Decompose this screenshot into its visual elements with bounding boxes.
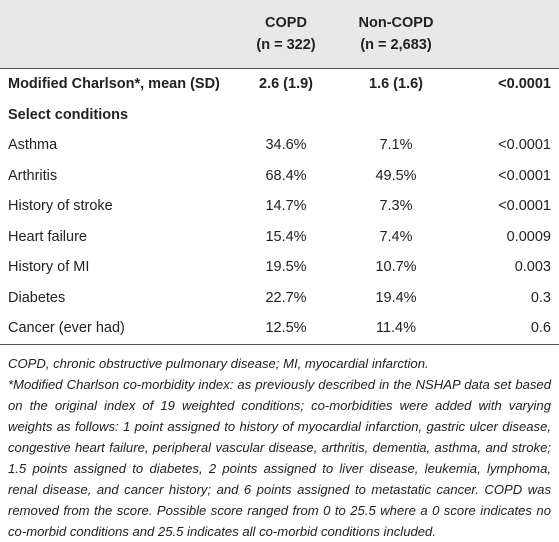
table-row: Asthma 34.6% 7.1% <0.0001 <box>0 130 559 161</box>
header-cell: Non-COPD <box>358 15 434 31</box>
table-cell: 0.6 <box>461 313 559 345</box>
table-header: COPD Non-COPD (n = 322) (n = 2,683) <box>0 0 559 69</box>
table-cell: 2.6 (1.9) <box>259 76 313 93</box>
header-cell: (n = 2,683) <box>331 34 461 69</box>
header-cell <box>0 0 241 34</box>
table-row: Arthritis 68.4% 49.5% <0.0001 <box>0 161 559 192</box>
table-cell: <0.0001 <box>498 167 551 184</box>
table-cell: Diabetes <box>8 289 66 306</box>
table-cell: 15.4% <box>265 228 307 245</box>
table-cell: 10.7% <box>375 259 417 276</box>
table-cell: 19.5% <box>265 259 307 276</box>
table-cell: Arthritis <box>8 167 58 184</box>
table-cell <box>331 100 461 131</box>
table-cell: Asthma <box>8 137 58 154</box>
table-cell: 19.4% <box>375 289 417 306</box>
table-cell: 22.7% <box>265 289 307 306</box>
table-cell: 34.6% <box>265 137 307 154</box>
table-cell: 12.5% <box>241 313 331 345</box>
header-row: (n = 322) (n = 2,683) <box>0 34 559 69</box>
table-cell: <0.0001 <box>498 76 551 93</box>
table-cell: Modified Charlson*, mean (SD) <box>8 76 220 93</box>
table-cell: Select conditions <box>8 106 129 123</box>
header-cell: (n = 322) <box>241 34 331 69</box>
table-cell: <0.0001 <box>498 137 551 154</box>
table-cell: 49.5% <box>375 167 417 184</box>
table-row: Cancer (ever had) 12.5% 11.4% 0.6 <box>0 313 559 345</box>
table-cell: 0.003 <box>514 259 551 276</box>
data-table: COPD Non-COPD (n = 322) (n = 2,683) Modifie… <box>0 0 559 345</box>
footnote: COPD, chronic obstructive pulmonary dise… <box>8 355 429 371</box>
footnote: *Modified Charlson co-morbidity index: a… <box>8 376 551 539</box>
table-cell: 68.4% <box>265 167 307 184</box>
table-row: Heart failure 15.4% 7.4% 0.0009 <box>0 222 559 253</box>
header-row: COPD Non-COPD <box>0 0 559 34</box>
table-cell: Heart failure <box>8 228 87 245</box>
table-cell: <0.0001 <box>498 198 551 215</box>
header-cell <box>0 34 241 69</box>
table-row: Modified Charlson*, mean (SD) 2.6 (1.9) 1.… <box>0 69 559 100</box>
table-row: History of stroke 14.7% 7.3% <0.0001 <box>0 191 559 222</box>
table-body: Modified Charlson*, mean (SD) 2.6 (1.9) 1.… <box>0 69 559 345</box>
footnotes: COPD, chronic obstructive pulmonary dise… <box>0 345 559 542</box>
table-cell: History of MI <box>8 259 90 276</box>
table-cell: 1.6 (1.6) <box>369 76 423 93</box>
table-row: History of MI 19.5% 10.7% 0.003 <box>0 252 559 283</box>
table-cell: 14.7% <box>265 198 307 215</box>
header-cell: COPD <box>265 15 307 31</box>
table-cell <box>241 100 331 131</box>
header-cell <box>461 0 559 34</box>
table-row: Select conditions <box>0 100 559 131</box>
table-cell <box>461 100 559 131</box>
table-cell: Cancer (ever had) <box>0 313 241 345</box>
table-cell: History of stroke <box>8 198 113 215</box>
table-cell: 0.3 <box>530 289 551 306</box>
table-cell: 0.0009 <box>506 228 551 245</box>
table-cell: 11.4% <box>331 313 461 345</box>
table-cell: 7.3% <box>379 198 413 215</box>
table-row: Diabetes 22.7% 19.4% 0.3 <box>0 283 559 314</box>
table-cell: 7.4% <box>379 228 413 245</box>
header-cell <box>461 34 559 69</box>
table-cell: 7.1% <box>379 137 413 154</box>
